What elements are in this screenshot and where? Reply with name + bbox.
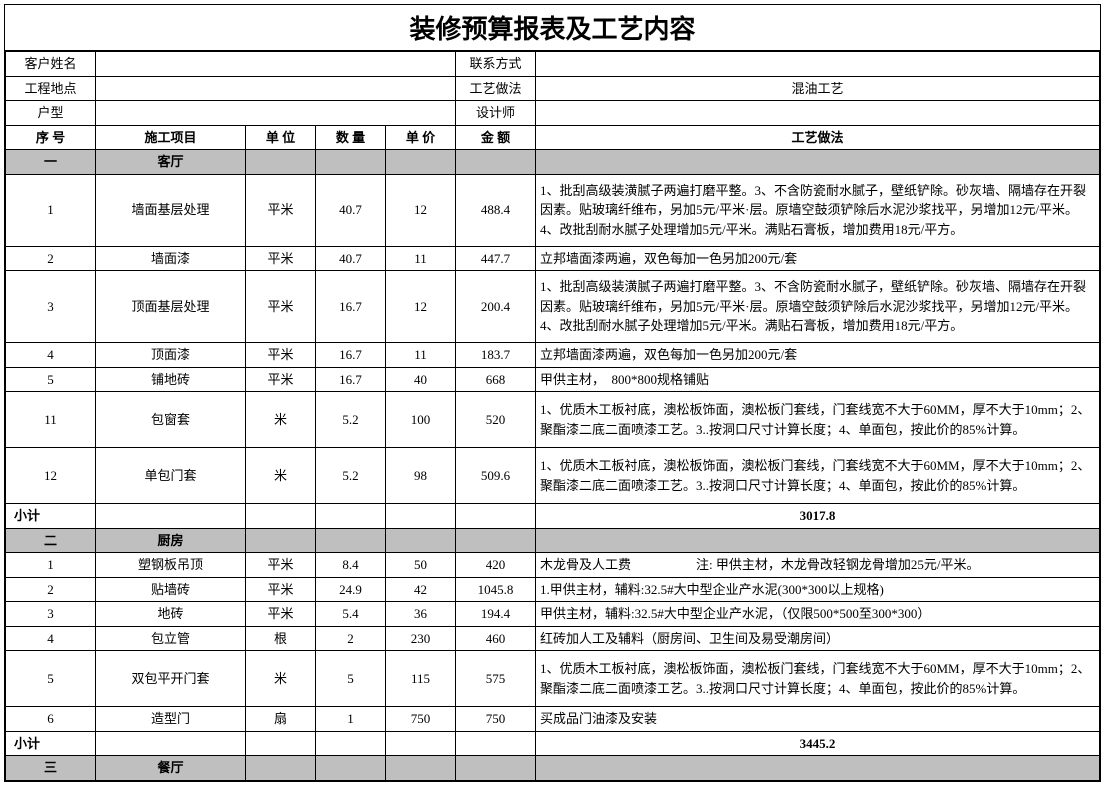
- data-row: 3地砖平米5.436194.4甲供主材，辅料:32.5#大中型企业产水泥，（仅限…: [6, 602, 1100, 627]
- budget-table: 客户姓名联系方式工程地点工艺做法混油工艺户型设计师序 号施工项目单 位数 量单 …: [5, 51, 1100, 781]
- sheet-title: 装修预算报表及工艺内容: [5, 5, 1100, 51]
- budget-sheet: 装修预算报表及工艺内容 客户姓名联系方式工程地点工艺做法混油工艺户型设计师序 号…: [4, 4, 1101, 782]
- data-row: 4包立管根2230460红砖加人工及辅料（厨房间、卫生间及易受潮房间）: [6, 626, 1100, 651]
- data-row: 4顶面漆平米16.711183.7立邦墙面漆两遍，双色每加一色另加200元/套: [6, 343, 1100, 368]
- subtotal-row: 小计3445.2: [6, 731, 1100, 756]
- data-row: 2贴墙砖平米24.9421045.81.甲供主材，辅料:32.5#大中型企业产水…: [6, 577, 1100, 602]
- data-row: 2墙面漆平米40.711447.7立邦墙面漆两遍，双色每加一色另加200元/套: [6, 246, 1100, 271]
- column-header-row: 序 号施工项目单 位数 量单 价金 额工艺做法: [6, 125, 1100, 150]
- data-row: 1墙面基层处理平米40.712488.41、批刮高级装潢腻子两遍打磨平整。3、不…: [6, 174, 1100, 246]
- subtotal-row: 小计3017.8: [6, 504, 1100, 529]
- data-row: 3顶面基层处理平米16.712200.41、批刮高级装潢腻子两遍打磨平整。3、不…: [6, 271, 1100, 343]
- section-header: 三餐厅: [6, 756, 1100, 781]
- data-row: 12单包门套米5.298509.61、优质木工板衬底，澳松板饰面，澳松板门套线，…: [6, 448, 1100, 504]
- section-header: 二厨房: [6, 528, 1100, 553]
- data-row: 11包窗套米5.21005201、优质木工板衬底，澳松板饰面，澳松板门套线，门套…: [6, 392, 1100, 448]
- data-row: 5双包平开门套米51155751、优质木工板衬底，澳松板饰面，澳松板门套线，门套…: [6, 651, 1100, 707]
- section-header: 一客厅: [6, 150, 1100, 175]
- data-row: 5铺地砖平米16.740668甲供主材， 800*800规格铺贴: [6, 367, 1100, 392]
- data-row: 1塑钢板吊顶平米8.450420木龙骨及人工费 注: 甲供主材，木龙骨改轻钢龙骨…: [6, 553, 1100, 578]
- data-row: 6造型门扇1750750买成品门油漆及安装: [6, 707, 1100, 732]
